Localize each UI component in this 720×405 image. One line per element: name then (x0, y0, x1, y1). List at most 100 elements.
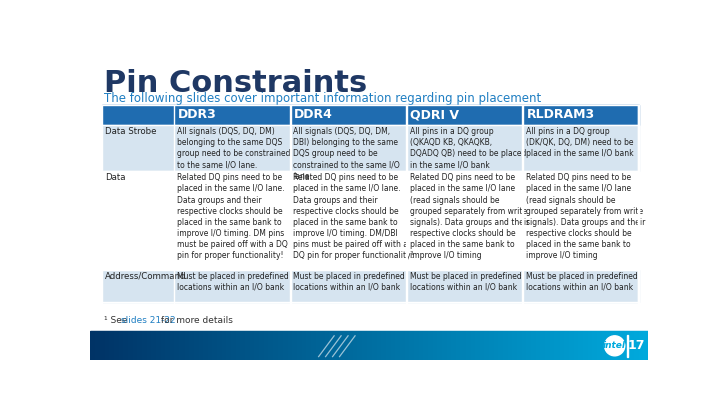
Bar (93, 331, 94, 360)
Bar (102, 270, 174, 302)
Bar (400, 331, 401, 360)
Text: ¹ See: ¹ See (104, 316, 130, 325)
Bar (139, 331, 140, 360)
Bar (407, 125, 523, 171)
Bar (471, 331, 472, 360)
Bar (414, 331, 415, 360)
Bar (516, 331, 517, 360)
Bar (568, 331, 569, 360)
Bar (433, 331, 434, 360)
Bar (367, 331, 368, 360)
Bar (194, 331, 195, 360)
Bar (618, 331, 619, 360)
Bar (141, 331, 142, 360)
Bar (157, 331, 158, 360)
Bar (490, 331, 492, 360)
Bar (533, 331, 534, 360)
Bar (97, 331, 98, 360)
Bar (523, 105, 639, 125)
Bar (587, 331, 588, 360)
Bar (622, 331, 624, 360)
Bar (238, 331, 239, 360)
Text: for more details: for more details (158, 316, 233, 325)
Bar (536, 331, 537, 360)
Bar (483, 331, 484, 360)
Text: Must be placed in predefined
locations within an I/O bank: Must be placed in predefined locations w… (410, 272, 521, 292)
Bar (498, 331, 499, 360)
Bar (234, 331, 235, 360)
Bar (396, 331, 397, 360)
Bar (103, 331, 104, 360)
Bar (457, 331, 458, 360)
Text: Related DQ pins need to be
placed in the same I/O lane
(read signals should be
g: Related DQ pins need to be placed in the… (526, 173, 645, 260)
Bar (200, 331, 201, 360)
Bar (510, 331, 512, 360)
Bar (333, 331, 334, 360)
Bar (547, 331, 548, 360)
Bar (503, 331, 504, 360)
Bar (370, 331, 371, 360)
Bar (167, 331, 168, 360)
Bar (362, 331, 363, 360)
Bar (292, 331, 293, 360)
Bar (144, 331, 145, 360)
Bar (301, 331, 302, 360)
Bar (604, 331, 605, 360)
Bar (541, 331, 542, 360)
Bar (645, 331, 646, 360)
Bar (476, 331, 477, 360)
Bar (262, 331, 263, 360)
Bar (607, 331, 608, 360)
Bar (372, 331, 373, 360)
Bar (231, 331, 232, 360)
Bar (296, 331, 297, 360)
Bar (169, 331, 170, 360)
Bar (168, 331, 169, 360)
Bar (251, 331, 252, 360)
Bar (534, 331, 535, 360)
Bar (615, 331, 616, 360)
Bar (203, 331, 204, 360)
Bar (174, 270, 290, 302)
Bar (407, 331, 408, 360)
Bar (137, 331, 138, 360)
Bar (290, 105, 407, 125)
Bar (572, 331, 573, 360)
Bar (475, 331, 476, 360)
Bar (523, 270, 639, 302)
Bar (94, 331, 96, 360)
Bar (466, 331, 467, 360)
Bar (537, 331, 538, 360)
Bar (399, 331, 400, 360)
Bar (135, 331, 136, 360)
Bar (212, 331, 213, 360)
Bar (560, 331, 561, 360)
Bar (286, 331, 287, 360)
Bar (92, 331, 93, 360)
Bar (617, 331, 618, 360)
Bar (113, 331, 114, 360)
Bar (588, 331, 589, 360)
Bar (443, 331, 444, 360)
Bar (504, 331, 505, 360)
Bar (309, 331, 310, 360)
Bar (481, 331, 482, 360)
Bar (557, 331, 558, 360)
Bar (437, 331, 438, 360)
Text: Must be placed in predefined
locations within an I/O bank: Must be placed in predefined locations w… (293, 272, 405, 292)
Bar (368, 331, 369, 360)
Bar (276, 331, 277, 360)
Bar (183, 331, 184, 360)
Bar (317, 331, 318, 360)
Bar (432, 331, 433, 360)
Bar (565, 331, 566, 360)
Bar (352, 331, 353, 360)
Bar (625, 331, 626, 360)
Bar (193, 331, 194, 360)
Bar (171, 331, 172, 360)
Bar (380, 331, 381, 360)
Bar (620, 331, 621, 360)
Text: DDR4: DDR4 (294, 108, 333, 122)
Bar (574, 331, 575, 360)
Bar (612, 331, 613, 360)
